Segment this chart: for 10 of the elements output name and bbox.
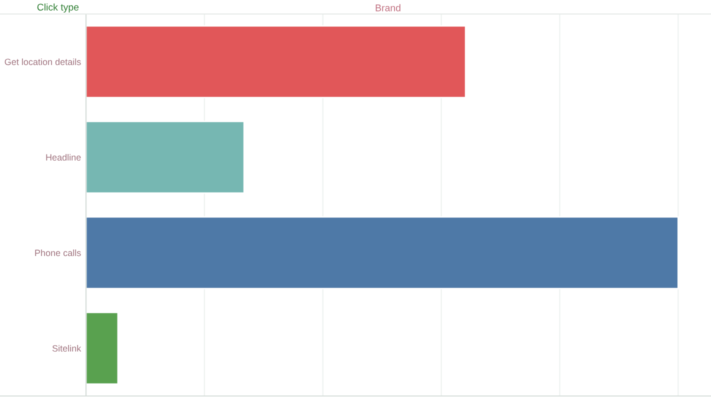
bar — [86, 120, 245, 194]
x-axis-title: Brand — [376, 4, 400, 12]
y-tick-label: Sitelink — [52, 344, 82, 352]
bar — [86, 312, 119, 385]
y-tick-label: Get location details — [4, 58, 81, 66]
y-axis-title: Click type — [37, 3, 79, 13]
y-tick-label: Headline — [46, 154, 81, 161]
y-tick-label: Phone calls — [35, 249, 81, 256]
bar — [86, 25, 466, 98]
bar — [86, 216, 679, 290]
